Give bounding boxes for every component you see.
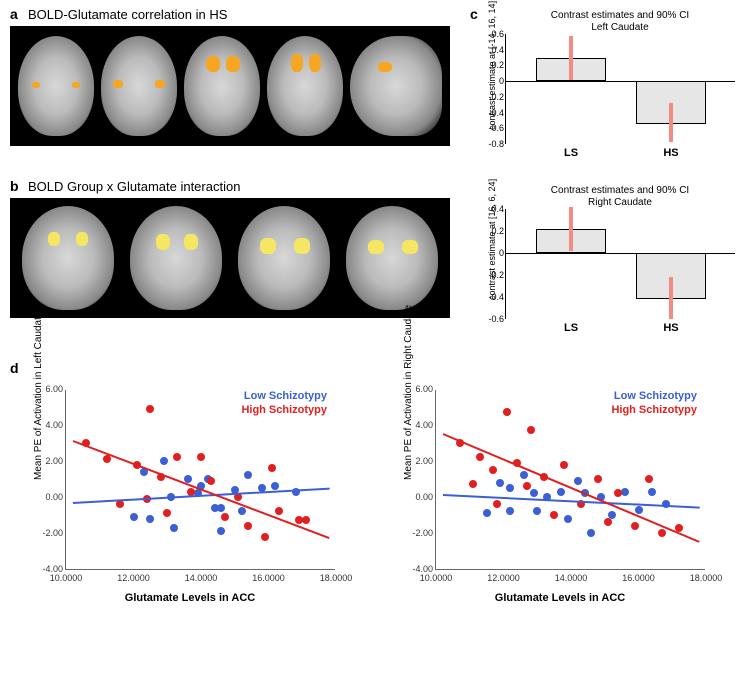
scatter-point-high: [631, 522, 639, 530]
scatter-point-low: [217, 527, 225, 535]
scatter-point-high: [503, 408, 511, 416]
scatter-point-low: [533, 507, 541, 515]
panel-c-label: c: [470, 6, 478, 22]
fit-line-low: [443, 494, 700, 509]
scatter-point-high: [523, 482, 531, 490]
panel-b-label: b: [10, 178, 19, 194]
scatter-point-high: [614, 489, 622, 497]
scatter-point-high: [476, 453, 484, 461]
scatter-point-high: [469, 480, 477, 488]
scatter-point-low: [146, 515, 154, 523]
panel-d-label: d: [10, 360, 19, 376]
bar-left-title2: Left Caudate: [591, 22, 648, 33]
scatter-point-high: [658, 529, 666, 537]
fit-line-high: [442, 433, 699, 543]
scatter-point-low: [621, 488, 629, 496]
bar-right-title2: Right Caudate: [588, 197, 652, 208]
scatter-point-low: [648, 488, 656, 496]
scatter-point-low: [217, 504, 225, 512]
scatter-point-high: [221, 513, 229, 521]
scatter-point-high: [604, 518, 612, 526]
scatter-point-low: [557, 488, 565, 496]
panel-a-title: BOLD-Glutamate correlation in HS: [28, 7, 227, 22]
legend-high-left: High Schizotypy: [241, 404, 327, 416]
scatter-point-low: [170, 524, 178, 532]
scatter-point-low: [564, 515, 572, 523]
bar-xlabel-LS: LS: [564, 322, 578, 334]
scatter-left-ylab: Mean PE of Activation in Left Caudate: [33, 312, 44, 480]
scatter-point-high: [173, 453, 181, 461]
scatter-point-high: [594, 475, 602, 483]
panel-b-brains: [10, 198, 450, 318]
bar-right-title1: Contrast estimates and 90% CI: [551, 185, 689, 196]
bar-xlabel-HS: HS: [663, 147, 678, 159]
bar-xlabel-LS: LS: [564, 147, 578, 159]
scatter-point-low: [271, 482, 279, 490]
scatter-point-high: [302, 516, 310, 524]
bar-left-ylab: contrast estimate at [-14, 16, 14]: [487, 1, 497, 130]
bar-right-ylab: contrast estimate at [16, 6, 24]: [487, 179, 497, 300]
bar-chart-left-caudate: Contrast estimates and 90% CI Left Cauda…: [505, 10, 735, 150]
ci-HS: [669, 277, 673, 319]
ci-LS: [569, 207, 573, 251]
scatter-point-low: [530, 489, 538, 497]
scatter-point-low: [587, 529, 595, 537]
scatter-point-high: [103, 455, 111, 463]
scatter-point-high: [163, 509, 171, 517]
scatter-point-high: [261, 533, 269, 541]
scatter-point-high: [560, 461, 568, 469]
legend-high-right: High Schizotypy: [611, 404, 697, 416]
bar-left-title1: Contrast estimates and 90% CI: [551, 10, 689, 21]
scatter-right-caudate: 10.000012.000014.000016.000018.0000-4.00…: [395, 380, 725, 610]
scatter-point-low: [506, 484, 514, 492]
scatter-right-xlab: Glutamate Levels in ACC: [495, 592, 625, 604]
scatter-point-low: [130, 513, 138, 521]
scatter-point-high: [489, 466, 497, 474]
scatter-point-high: [197, 453, 205, 461]
scatter-left-caudate: 10.000012.000014.000016.000018.0000-4.00…: [25, 380, 355, 610]
legend-low-left: Low Schizotypy: [244, 390, 327, 402]
scatter-point-low: [574, 477, 582, 485]
scatter-point-low: [160, 457, 168, 465]
scatter-point-high: [268, 464, 276, 472]
scatter-point-low: [496, 479, 504, 487]
scatter-point-low: [506, 507, 514, 515]
scatter-point-high: [645, 475, 653, 483]
scatter-left-xlab: Glutamate Levels in ACC: [125, 592, 255, 604]
scatter-point-high: [527, 426, 535, 434]
scatter-point-high: [550, 511, 558, 519]
ci-HS: [669, 103, 673, 142]
panel-a-label: a: [10, 6, 18, 22]
panel-a-brains: [10, 26, 450, 146]
bar-xlabel-HS: HS: [663, 322, 678, 334]
scatter-point-low: [635, 506, 643, 514]
ci-LS: [569, 36, 573, 80]
scatter-point-high: [244, 522, 252, 530]
scatter-right-ylab: Mean PE of Activation in Right Caudate: [403, 305, 414, 480]
scatter-point-low: [244, 471, 252, 479]
scatter-point-low: [238, 507, 246, 515]
scatter-point-high: [493, 500, 501, 508]
scatter-point-high: [275, 507, 283, 515]
scatter-point-high: [146, 405, 154, 413]
panel-b-title: BOLD Group x Glutamate interaction: [28, 179, 240, 194]
scatter-point-high: [207, 477, 215, 485]
scatter-point-low: [483, 509, 491, 517]
legend-low-right: Low Schizotypy: [614, 390, 697, 402]
scatter-point-low: [520, 471, 528, 479]
bar-chart-right-caudate: Contrast estimates and 90% CI Right Caud…: [505, 185, 735, 325]
